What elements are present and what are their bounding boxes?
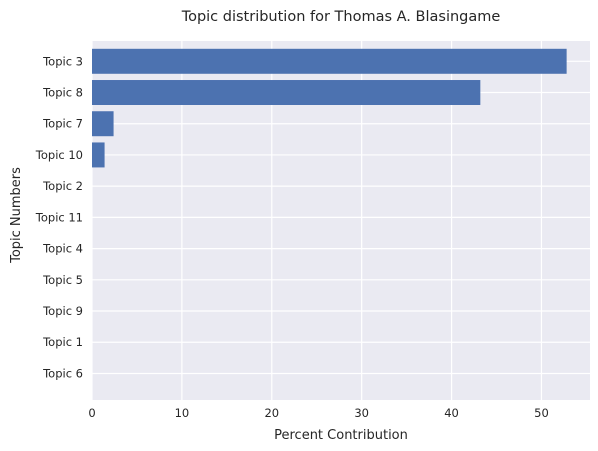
x-tick-label: 0 xyxy=(88,406,95,420)
bar-topic-7 xyxy=(92,111,114,137)
y-tick-label: Topic 5 xyxy=(42,273,83,287)
y-tick-label: Topic 8 xyxy=(42,86,83,100)
y-tick-label: Topic 1 xyxy=(42,335,83,349)
y-tick-label: Topic 11 xyxy=(35,210,83,224)
y-tick-label: Topic 2 xyxy=(42,179,83,193)
y-tick-labels: Topic 3 Topic 8 Topic 7 Topic 10 Topic 2 Topi… xyxy=(35,54,83,380)
bar-topic-8 xyxy=(92,80,481,105)
x-axis-label: Percent Contribution xyxy=(274,428,408,443)
bar-topic-3 xyxy=(92,48,567,74)
x-tick-label: 50 xyxy=(534,406,549,420)
y-tick-label: Topic 4 xyxy=(42,242,83,256)
y-tick-label: Topic 6 xyxy=(42,366,83,380)
y-tick-label: Topic 9 xyxy=(42,304,83,318)
x-tick-label: 10 xyxy=(175,406,190,420)
y-tick-label: Topic 3 xyxy=(42,54,83,68)
x-tick-label: 30 xyxy=(354,406,369,420)
bars xyxy=(92,48,567,168)
chart-title: Topic distribution for Thomas A. Blasing… xyxy=(181,9,501,25)
bar-topic-10 xyxy=(92,142,105,168)
y-tick-label: Topic 7 xyxy=(42,117,83,131)
y-tick-label: Topic 10 xyxy=(35,148,83,162)
x-tick-label: 20 xyxy=(264,406,279,420)
x-tick-labels: 0 10 20 30 40 50 xyxy=(88,406,548,420)
x-tick-label: 40 xyxy=(444,406,459,420)
y-axis-label: Topic Numbers xyxy=(9,167,24,264)
